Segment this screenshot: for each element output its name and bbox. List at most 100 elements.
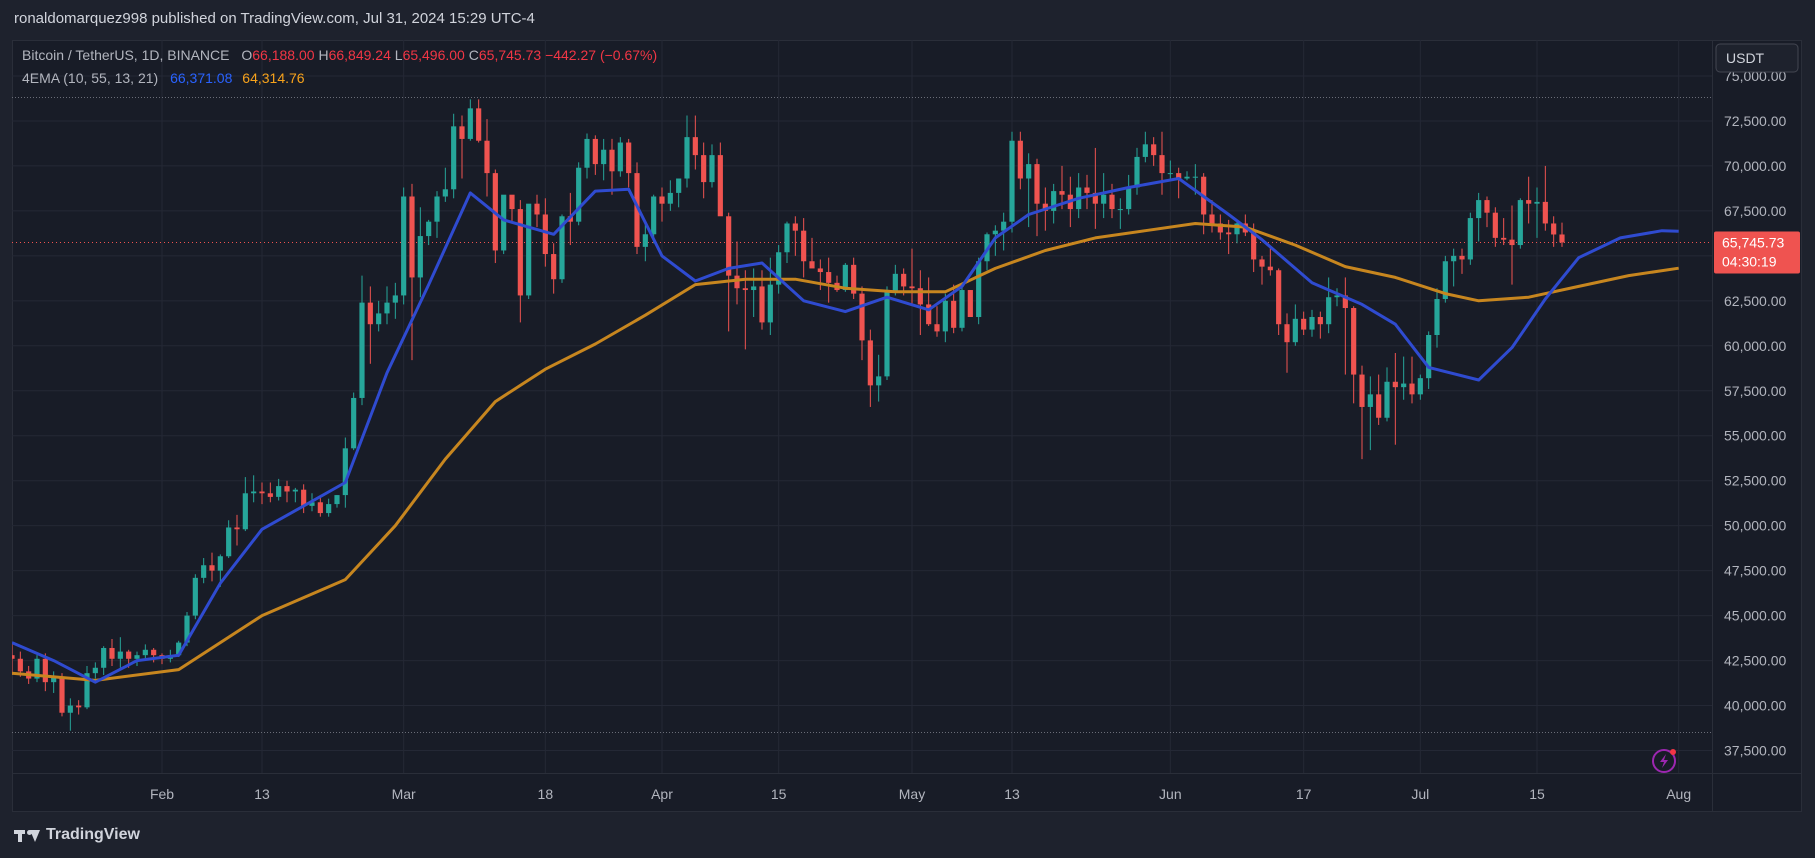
candle-body	[392, 295, 398, 303]
candle-body	[1292, 318, 1298, 343]
candle-body	[959, 290, 965, 328]
candle-body	[1559, 234, 1565, 243]
candle-body	[551, 254, 557, 280]
candle-body	[1367, 394, 1373, 407]
lightning-icon[interactable]	[1652, 749, 1676, 773]
candle-body	[1151, 144, 1157, 156]
candle-body	[934, 324, 940, 332]
time-tick-label: Mar	[392, 786, 416, 802]
published-header: ronaldomarquez998 published on TradingVi…	[0, 0, 1815, 38]
ema-slow-value: 64,314.76	[242, 70, 305, 86]
candle-body	[992, 230, 998, 235]
time-tick-label: May	[899, 786, 925, 802]
candle-body	[792, 223, 798, 231]
candle-body	[1276, 270, 1282, 325]
price-tick-label: 60,000.00	[1724, 338, 1786, 354]
time-tick-label: Aug	[1666, 786, 1691, 802]
candle-body	[67, 705, 73, 713]
candle-body	[884, 291, 890, 377]
candle-body	[442, 189, 448, 197]
price-chart[interactable]: 37,500.00 40,000.00 42,500.00 45,000.00 47,5…	[12, 40, 1802, 812]
candle-body	[1284, 324, 1290, 343]
candle-body	[684, 137, 690, 179]
candle-body	[134, 655, 140, 659]
price-tick-label: 52,500.00	[1724, 473, 1786, 489]
candle-body	[559, 216, 565, 280]
candle-body	[626, 142, 632, 174]
candle-body	[367, 302, 373, 325]
high-value: 66,849.24	[328, 47, 391, 63]
candle-body	[1059, 191, 1065, 195]
currency-button[interactable]	[1715, 43, 1799, 73]
footer-brand[interactable]: TradingView	[14, 826, 140, 844]
candle-body	[1051, 191, 1057, 211]
symbol-label[interactable]: Bitcoin / TetherUS, 1D, BINANCE	[22, 47, 230, 63]
candle-body	[334, 495, 340, 505]
candle-body	[909, 286, 915, 289]
candle-body	[651, 196, 657, 235]
candle-body	[667, 192, 673, 204]
candle-body	[1042, 203, 1048, 211]
candle-body	[217, 556, 223, 571]
candle-body	[892, 273, 898, 292]
open-key: O	[241, 47, 253, 63]
candle-body	[101, 647, 107, 668]
candle-body	[659, 196, 665, 204]
price-tick-label: 40,000.00	[1724, 698, 1786, 714]
candle-body	[867, 340, 873, 386]
candle-body	[1167, 173, 1173, 175]
price-tick-label: 47,500.00	[1724, 563, 1786, 579]
candle-body	[642, 234, 648, 247]
price-tick-label: 57,500.00	[1724, 383, 1786, 399]
tradingview-logo-icon	[14, 828, 40, 842]
candle-body	[976, 261, 982, 318]
candle-body	[1509, 239, 1515, 246]
candle-body	[617, 142, 623, 172]
candle-body	[17, 658, 23, 672]
lightning-bolt-icon	[1660, 754, 1668, 768]
time-tick-label: 15	[771, 786, 787, 802]
change-value: −442.27 (−0.67%)	[545, 47, 658, 63]
price-tick-label: 67,500.00	[1724, 203, 1786, 219]
candle-body	[1001, 221, 1007, 231]
countdown-label: 04:30:19	[1722, 253, 1777, 269]
candle-body	[1017, 140, 1023, 179]
candle-body	[726, 216, 732, 276]
candle-body	[1526, 200, 1532, 204]
candle-body	[1159, 155, 1165, 174]
candle-body	[201, 565, 207, 578]
candle-body	[376, 313, 382, 325]
candle-body	[301, 489, 307, 506]
open-value: 66,188.00	[252, 47, 315, 63]
price-tick-label: 42,500.00	[1724, 653, 1786, 669]
indicator-label[interactable]: 4EMA (10, 55, 13, 21)	[22, 70, 159, 86]
candle-body	[1226, 232, 1232, 235]
candle-body	[1334, 295, 1340, 298]
candle-body	[592, 138, 598, 165]
price-tick-label: 45,000.00	[1724, 608, 1786, 624]
candle-body	[1542, 201, 1548, 224]
candle-body	[951, 300, 957, 328]
candle-body	[1401, 383, 1407, 388]
time-tick-label: Jun	[1159, 786, 1182, 802]
candle-body	[809, 261, 815, 269]
candle-body	[942, 300, 948, 332]
candle-body	[476, 108, 482, 141]
symbol-row: Bitcoin / TetherUS, 1D, BINANCE O66,188.…	[22, 44, 657, 67]
candle-body	[742, 288, 748, 291]
candle-body	[1317, 317, 1323, 325]
candle-body	[342, 448, 348, 496]
candle-body	[509, 194, 515, 210]
candle-body	[42, 658, 48, 683]
ema-slow-line	[12, 222, 1679, 682]
time-tick-label: Jul	[1411, 786, 1429, 802]
candle-body	[1392, 381, 1398, 388]
candle-body	[51, 676, 57, 683]
candle-body	[484, 140, 490, 174]
candle-body	[1109, 194, 1115, 210]
candle-body	[826, 272, 832, 283]
candle-body	[117, 651, 123, 659]
candle-body	[926, 304, 932, 325]
candle-body	[576, 167, 582, 222]
candle-body	[351, 397, 357, 449]
